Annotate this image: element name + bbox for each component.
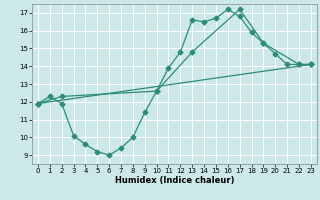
X-axis label: Humidex (Indice chaleur): Humidex (Indice chaleur) <box>115 176 234 185</box>
